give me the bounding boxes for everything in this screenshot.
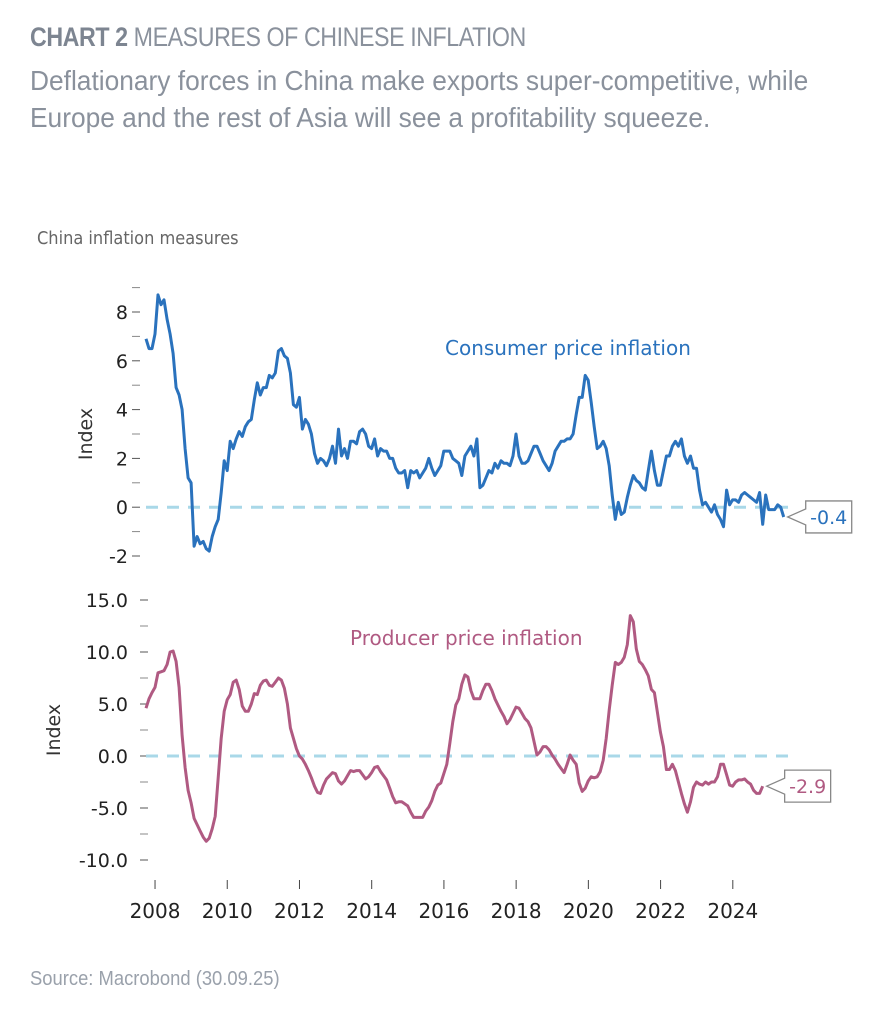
x-tick-label: 2014 [346, 899, 397, 923]
ppi-ytick-label: -10.0 [79, 850, 128, 872]
x-tick-label: 2022 [635, 899, 686, 923]
ppi-series-label: Producer price inflation [350, 626, 583, 650]
x-tick-label: 2018 [491, 899, 542, 923]
ppi-ytick-label: 0.0 [98, 746, 128, 768]
ppi-ytick-label: -5.0 [91, 798, 128, 820]
ppi-series-line [144, 614, 765, 843]
cpi-ytick-label: 2 [116, 448, 128, 470]
x-tick-label: 2024 [707, 899, 758, 923]
x-axis: 2008 2010 2012 2014 2016 2018 2020 2022 2024 [130, 880, 758, 923]
x-tick-label: 2016 [418, 899, 469, 923]
cpi-panel: 8 6 4 2 0 -2 Index Consumer price inflation -0.4 [75, 287, 853, 568]
ppi-ytick-label: 15.0 [86, 590, 128, 612]
cpi-ytick-label: -2 [109, 546, 128, 568]
x-tick-label: 2020 [563, 899, 614, 923]
ppi-callout-box [765, 769, 832, 803]
cpi-callout-box [786, 500, 853, 534]
ppi-panel: 15.0 10.0 5.0 0.0 -5.0 -10.0 Index Producer pri… [43, 590, 832, 872]
cpi-ytick-label: 6 [116, 351, 128, 373]
cpi-callout-value: -0.4 [810, 507, 847, 529]
chart-subtitle: Deflationary forces in China make export… [30, 65, 809, 133]
x-tick-label: 2012 [274, 899, 325, 923]
cpi-ytick-label: 4 [116, 400, 128, 422]
chart-title: CHART 2 MEASURES OF CHINESE INFLATION [30, 22, 526, 53]
cpi-series-line [144, 293, 786, 553]
ppi-ytick-label: 5.0 [98, 694, 128, 716]
cpi-ytick-label: 8 [116, 302, 128, 324]
chart-number: CHART 2 [30, 22, 128, 52]
x-tick-label: 2008 [130, 899, 181, 923]
cpi-series-label: Consumer price inflation [445, 336, 691, 360]
ppi-callout-value: -2.9 [789, 776, 826, 798]
ppi-ytick-label: 10.0 [86, 642, 128, 664]
chart-label: China inflation measures [37, 228, 239, 249]
cpi-axis-title: Index [75, 408, 97, 460]
x-tick-label: 2010 [202, 899, 253, 923]
ppi-axis-title: Index [43, 704, 65, 756]
source-note: Source: Macrobond (30.09.25) [30, 968, 280, 990]
chart-title-text: MEASURES OF CHINESE INFLATION [133, 22, 527, 52]
cpi-ytick-label: 0 [116, 497, 128, 519]
